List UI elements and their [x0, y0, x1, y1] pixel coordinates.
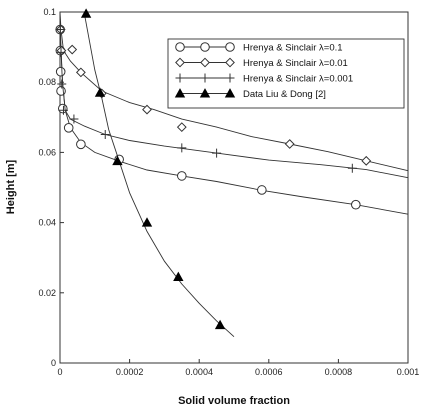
- legend-marker-triangle: [199, 88, 211, 98]
- data-point-triangle: [80, 8, 92, 18]
- series-diamond: [55, 11, 409, 172]
- data-point-triangle: [112, 155, 123, 166]
- legend-marker-triangle: [224, 88, 236, 98]
- x-tick-label: 0.0004: [185, 367, 213, 377]
- x-axis-label: Solid volume fraction: [178, 395, 290, 407]
- x-tick-label: 0.0002: [116, 367, 144, 377]
- data-point-triangle: [94, 87, 106, 97]
- data-point-circle: [63, 123, 74, 133]
- data-point-circle: [55, 66, 66, 77]
- data-point-plus: [100, 129, 110, 139]
- data-point-plus: [56, 47, 66, 57]
- x-tick-label: 0.001: [397, 367, 420, 377]
- data-point-plus: [347, 163, 357, 173]
- y-tick-label: 0: [51, 358, 56, 368]
- x-tick-label: 0.0008: [325, 367, 353, 377]
- axis-ticks: 0 0.0002 0.0004 0.0006 0.0008 0.001 0 0.02 0.04 0…: [38, 7, 419, 377]
- legend-marker-circle: [175, 42, 185, 52]
- data-point-circle: [76, 139, 86, 150]
- legend-marker-plus: [225, 73, 235, 83]
- y-tick-label: 0.1: [43, 7, 56, 17]
- legend-marker-triangle: [174, 88, 186, 98]
- legend-label: Hrenya & Sinclair λ=0.01: [243, 58, 348, 69]
- data-point-plus: [69, 114, 79, 124]
- data-point-circle: [257, 185, 267, 195]
- legend-label: Hrenya & Sinclair λ=0.001: [243, 74, 353, 85]
- legend-entry: Hrenya & Sinclair λ=0.001: [175, 73, 353, 85]
- data-point-plus: [177, 143, 187, 153]
- legend-entries: Hrenya & Sinclair λ=0.1 Hrenya & Sinclair…: [174, 42, 353, 100]
- data-point-triangle: [141, 217, 153, 227]
- series-triangle: [80, 8, 235, 338]
- data-point-diamond: [361, 155, 372, 166]
- y-tick-label: 0.02: [38, 288, 56, 298]
- legend-marker-diamond: [200, 57, 210, 68]
- data-point-plus: [55, 25, 65, 35]
- data-point-circle: [351, 199, 361, 210]
- legend: Hrenya & Sinclair λ=0.1 Hrenya & Sinclair…: [167, 38, 405, 109]
- y-tick-label: 0.08: [38, 77, 56, 87]
- legend-marker-plus: [175, 73, 185, 83]
- data-point-diamond: [142, 104, 152, 115]
- data-point-diamond: [284, 139, 295, 149]
- data-point-triangle: [173, 271, 184, 282]
- legend-marker-plus: [200, 73, 210, 83]
- series-curve: [59, 11, 409, 172]
- data-point-diamond: [67, 44, 78, 55]
- y-axis-label: Height [m]: [5, 159, 17, 214]
- data-point-diamond: [176, 122, 187, 133]
- series-plus: [55, 11, 409, 179]
- legend-label: Hrenya & Sinclair λ=0.1: [243, 43, 343, 54]
- y-tick-label: 0.06: [38, 147, 56, 157]
- legend-entry: Hrenya & Sinclair λ=0.1: [175, 42, 343, 54]
- x-tick-label: 0: [57, 367, 62, 377]
- legend-entry: Data Liu & Dong [2]: [174, 88, 326, 100]
- series-layer: [55, 8, 409, 338]
- legend-marker-circle: [225, 42, 235, 52]
- data-point-triangle: [214, 319, 226, 330]
- legend-marker-diamond: [175, 57, 185, 68]
- x-tick-label: 0.0006: [255, 367, 283, 377]
- legend-marker-diamond: [225, 57, 235, 68]
- data-point-plus: [58, 105, 68, 115]
- y-tick-label: 0.04: [38, 218, 56, 228]
- data-point-diamond: [75, 67, 86, 78]
- legend-entry: Hrenya & Sinclair λ=0.01: [175, 57, 348, 69]
- data-point-plus: [57, 79, 67, 89]
- legend-marker-circle: [200, 42, 210, 52]
- data-point-plus: [212, 148, 222, 158]
- legend-label: Data Liu & Dong [2]: [243, 89, 326, 100]
- data-point-circle: [177, 171, 187, 181]
- data-point-circle: [56, 86, 66, 96]
